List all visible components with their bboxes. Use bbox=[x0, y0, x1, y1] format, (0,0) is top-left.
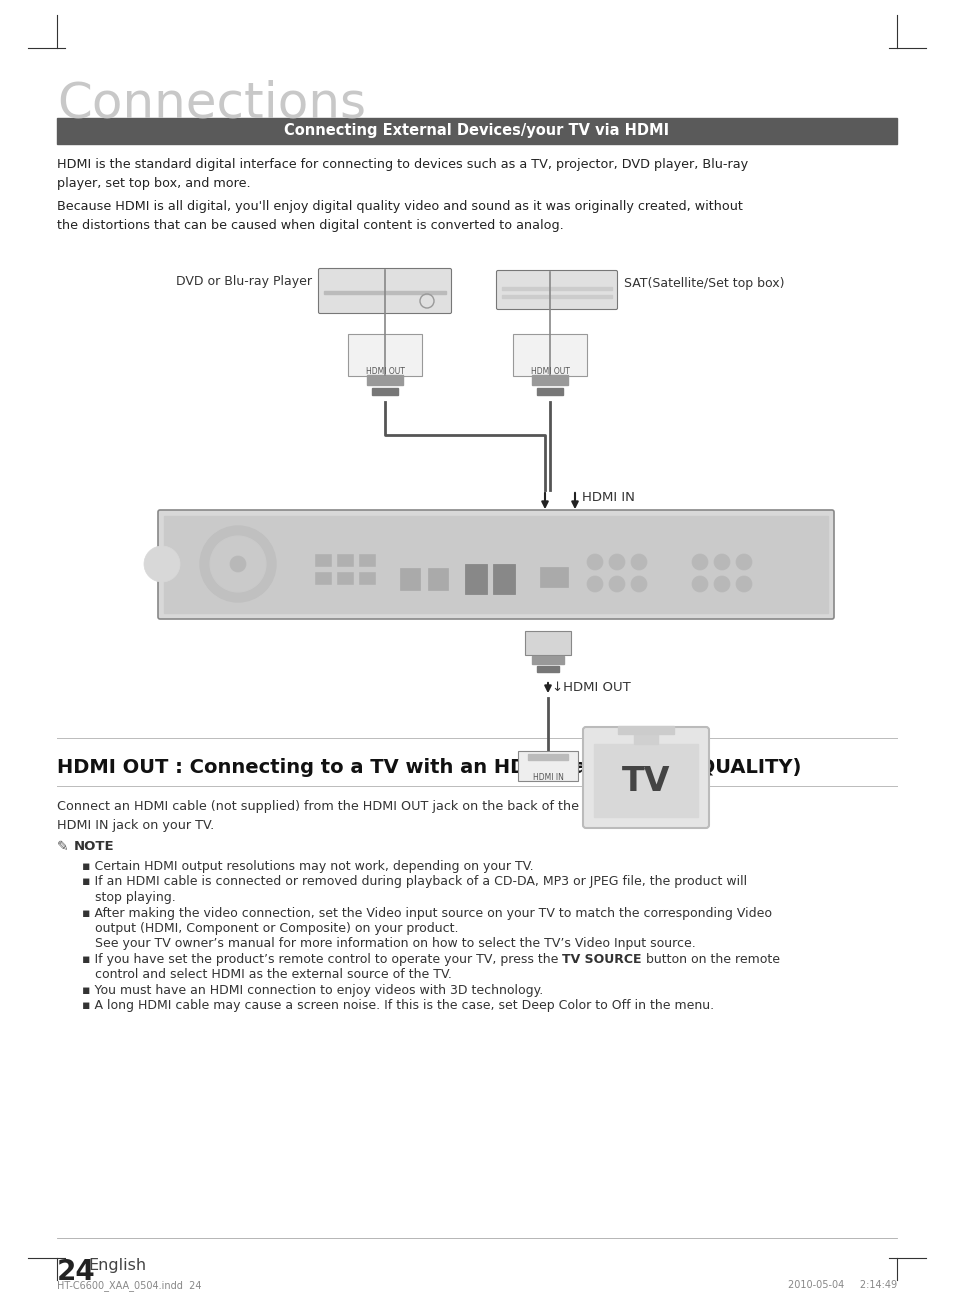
Bar bbox=[57, 118, 896, 144]
Bar bbox=[594, 744, 698, 817]
Circle shape bbox=[691, 576, 707, 592]
FancyBboxPatch shape bbox=[318, 268, 451, 314]
Bar bbox=[358, 572, 375, 584]
Text: Connections: Connections bbox=[57, 80, 366, 128]
Text: ▪ A long HDMI cable may cause a screen noise. If this is the case, set Deep Colo: ▪ A long HDMI cable may cause a screen n… bbox=[82, 1000, 714, 1013]
Text: HDMI OUT: HDMI OUT bbox=[365, 367, 404, 376]
Bar bbox=[164, 516, 827, 613]
Text: ▪ After making the video connection, set the Video input source on your TV to ma: ▪ After making the video connection, set… bbox=[82, 907, 771, 920]
Text: SAT(Satellite/Set top box): SAT(Satellite/Set top box) bbox=[623, 277, 783, 290]
Circle shape bbox=[608, 554, 624, 570]
Circle shape bbox=[630, 554, 646, 570]
Text: See your TV owner’s manual for more information on how to select the TV’s Video : See your TV owner’s manual for more info… bbox=[95, 937, 695, 950]
Text: NOTE: NOTE bbox=[74, 840, 114, 853]
Text: ▪ You must have an HDMI connection to enjoy videos with 3D technology.: ▪ You must have an HDMI connection to en… bbox=[82, 984, 542, 997]
Bar bbox=[493, 565, 515, 593]
Bar bbox=[314, 554, 331, 566]
Circle shape bbox=[608, 576, 624, 592]
FancyBboxPatch shape bbox=[517, 752, 578, 782]
Bar bbox=[537, 667, 558, 672]
Bar bbox=[501, 288, 612, 290]
Bar bbox=[336, 572, 353, 584]
Text: HDMI IN: HDMI IN bbox=[532, 772, 563, 782]
Circle shape bbox=[713, 554, 729, 570]
Text: HDMI IN: HDMI IN bbox=[581, 491, 634, 505]
Text: DVD or Blu-ray Player: DVD or Blu-ray Player bbox=[175, 274, 312, 288]
FancyBboxPatch shape bbox=[582, 727, 708, 829]
Bar bbox=[539, 567, 567, 587]
FancyBboxPatch shape bbox=[158, 510, 833, 620]
Bar bbox=[527, 754, 567, 759]
Circle shape bbox=[210, 536, 266, 592]
FancyBboxPatch shape bbox=[348, 335, 421, 376]
Bar bbox=[532, 656, 563, 664]
Circle shape bbox=[735, 554, 751, 570]
Text: 2010-05-04     2:14:49: 2010-05-04 2:14:49 bbox=[787, 1280, 896, 1290]
Circle shape bbox=[586, 576, 602, 592]
Text: HDMI OUT : Connecting to a TV with an HDMI Cable (BEST QUALITY): HDMI OUT : Connecting to a TV with an HD… bbox=[57, 758, 801, 776]
Circle shape bbox=[691, 554, 707, 570]
Bar bbox=[324, 291, 446, 294]
Text: HDMI is the standard digital interface for connecting to devices such as a TV, p: HDMI is the standard digital interface f… bbox=[57, 158, 747, 190]
FancyBboxPatch shape bbox=[496, 271, 617, 310]
Text: HT-C6600_XAA_0504.indd  24: HT-C6600_XAA_0504.indd 24 bbox=[57, 1280, 201, 1291]
Text: control and select HDMI as the external source of the TV.: control and select HDMI as the external … bbox=[95, 968, 452, 982]
Circle shape bbox=[713, 576, 729, 592]
Text: output (HDMI, Component or Composite) on your product.: output (HDMI, Component or Composite) on… bbox=[95, 921, 458, 935]
Circle shape bbox=[586, 554, 602, 570]
Text: ▪ Certain HDMI output resolutions may not work, depending on your TV.: ▪ Certain HDMI output resolutions may no… bbox=[82, 860, 533, 873]
Text: HDMI OUT: HDMI OUT bbox=[530, 367, 569, 376]
Text: 24: 24 bbox=[57, 1259, 95, 1286]
Text: TV: TV bbox=[621, 766, 670, 799]
FancyBboxPatch shape bbox=[513, 335, 586, 376]
Circle shape bbox=[200, 525, 275, 603]
Bar bbox=[336, 554, 353, 566]
Bar bbox=[464, 565, 486, 593]
Bar bbox=[428, 569, 448, 589]
Bar bbox=[358, 554, 375, 566]
Bar bbox=[372, 388, 397, 395]
Text: button on the remote: button on the remote bbox=[641, 953, 779, 966]
Text: ▪ If an HDMI cable is connected or removed during playback of a CD-DA, MP3 or JP: ▪ If an HDMI cable is connected or remov… bbox=[82, 876, 746, 889]
Bar bbox=[532, 375, 567, 386]
Text: Connecting External Devices/your TV via HDMI: Connecting External Devices/your TV via … bbox=[284, 123, 669, 139]
FancyBboxPatch shape bbox=[524, 631, 571, 655]
Text: Because HDMI is all digital, you'll enjoy digital quality video and sound as it : Because HDMI is all digital, you'll enjo… bbox=[57, 200, 742, 231]
Circle shape bbox=[230, 555, 246, 572]
Text: ▪ If you have set the product’s remote control to operate your TV, press the: ▪ If you have set the product’s remote c… bbox=[82, 953, 561, 966]
Text: stop playing.: stop playing. bbox=[95, 891, 175, 904]
Circle shape bbox=[144, 546, 180, 582]
Text: Connect an HDMI cable (not supplied) from the HDMI OUT jack on the back of the p: Connect an HDMI cable (not supplied) fro… bbox=[57, 800, 674, 831]
Text: TV SOURCE: TV SOURCE bbox=[561, 953, 641, 966]
Bar bbox=[537, 388, 562, 395]
Text: ✎: ✎ bbox=[57, 840, 69, 853]
Bar bbox=[618, 725, 673, 735]
Text: ↓HDMI OUT: ↓HDMI OUT bbox=[552, 681, 630, 694]
Bar bbox=[634, 731, 658, 744]
Text: English: English bbox=[88, 1259, 146, 1273]
Circle shape bbox=[630, 576, 646, 592]
Bar bbox=[367, 375, 402, 386]
Bar bbox=[501, 295, 612, 298]
Bar bbox=[399, 569, 419, 589]
Bar bbox=[314, 572, 331, 584]
Circle shape bbox=[735, 576, 751, 592]
